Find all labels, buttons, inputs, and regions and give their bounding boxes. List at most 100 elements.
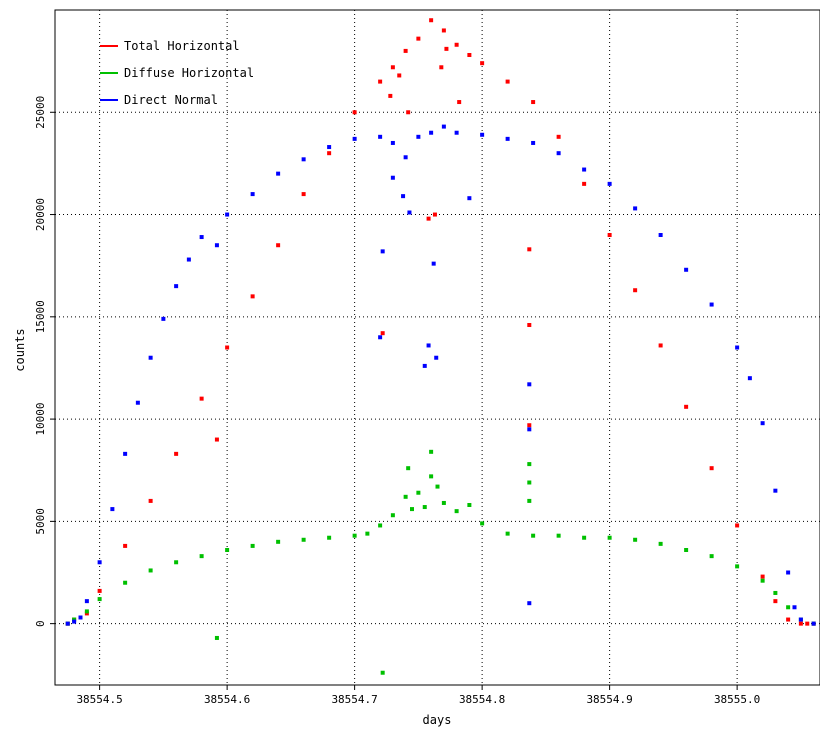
data-point bbox=[607, 535, 612, 540]
legend-label: Diffuse Horizontal bbox=[124, 66, 254, 80]
data-point bbox=[658, 233, 663, 237]
data-point bbox=[760, 421, 765, 426]
data-point bbox=[84, 611, 89, 616]
data-point bbox=[435, 484, 440, 489]
data-point bbox=[250, 543, 255, 548]
x-tick-label: 38554.6 bbox=[204, 693, 250, 706]
data-point bbox=[84, 609, 89, 614]
data-point bbox=[276, 171, 281, 176]
data-point bbox=[378, 523, 383, 528]
data-point bbox=[527, 423, 532, 428]
data-point bbox=[416, 36, 421, 41]
data-point bbox=[161, 316, 166, 321]
series-2 bbox=[65, 124, 816, 626]
data-point bbox=[556, 533, 561, 538]
data-point bbox=[365, 531, 370, 536]
y-tick-label: 15000 bbox=[34, 300, 47, 333]
data-point bbox=[390, 65, 395, 70]
data-point bbox=[798, 617, 803, 622]
data-point bbox=[429, 474, 434, 479]
data-point bbox=[480, 132, 485, 137]
data-point bbox=[527, 498, 532, 503]
data-point bbox=[97, 597, 102, 602]
data-point bbox=[684, 267, 689, 272]
data-point bbox=[225, 345, 230, 350]
data-point bbox=[786, 617, 791, 622]
data-point bbox=[301, 157, 306, 162]
data-point bbox=[123, 580, 128, 585]
legend: Total Horizontal Diffuse Horizontal Direct… bbox=[100, 39, 254, 107]
data-point bbox=[760, 574, 765, 579]
axes: 38554.5 38554.6 38554.7 38554.8 38554.9 38555… bbox=[34, 96, 760, 706]
data-point bbox=[773, 590, 778, 595]
data-point bbox=[388, 93, 393, 98]
data-point bbox=[467, 53, 472, 57]
data-point bbox=[439, 65, 444, 70]
data-point bbox=[97, 560, 102, 565]
x-axis-title: days bbox=[423, 713, 452, 727]
data-point bbox=[352, 110, 357, 115]
data-point bbox=[186, 257, 191, 262]
data-point bbox=[174, 284, 179, 289]
data-point bbox=[527, 462, 532, 467]
data-point bbox=[416, 490, 421, 495]
data-point bbox=[773, 488, 778, 493]
data-point bbox=[199, 554, 204, 559]
data-point bbox=[505, 136, 510, 141]
data-point bbox=[432, 212, 437, 217]
data-point bbox=[148, 568, 153, 573]
data-point bbox=[735, 523, 740, 528]
data-point bbox=[444, 46, 449, 51]
data-point bbox=[582, 535, 587, 540]
data-point bbox=[798, 621, 803, 626]
data-point bbox=[250, 192, 255, 197]
data-point bbox=[429, 18, 434, 23]
data-point bbox=[422, 505, 427, 510]
data-point bbox=[480, 521, 485, 526]
data-point bbox=[214, 243, 219, 248]
data-point bbox=[250, 294, 255, 299]
data-point bbox=[633, 288, 638, 293]
grid bbox=[55, 10, 820, 685]
data-point bbox=[426, 343, 431, 348]
data-point bbox=[301, 192, 306, 197]
data-point bbox=[527, 323, 532, 327]
data-point bbox=[792, 605, 797, 610]
data-point bbox=[401, 194, 406, 199]
y-tick-label: 25000 bbox=[34, 96, 47, 129]
data-point bbox=[123, 543, 128, 548]
data-point bbox=[527, 382, 532, 387]
data-point bbox=[390, 140, 395, 145]
data-point bbox=[276, 243, 281, 248]
data-point bbox=[709, 302, 714, 307]
data-point bbox=[426, 216, 431, 221]
data-point bbox=[441, 500, 446, 505]
data-point bbox=[97, 588, 102, 593]
data-point bbox=[454, 509, 459, 514]
data-point bbox=[480, 61, 485, 66]
data-point bbox=[327, 145, 332, 150]
data-point bbox=[431, 261, 436, 266]
data-point bbox=[380, 249, 385, 254]
data-point bbox=[406, 466, 411, 471]
data-point bbox=[78, 615, 83, 620]
data-point bbox=[403, 494, 408, 499]
data-point bbox=[747, 376, 752, 381]
data-point bbox=[410, 507, 414, 512]
data-point bbox=[72, 619, 77, 624]
data-point bbox=[390, 513, 395, 518]
data-point bbox=[735, 564, 740, 569]
data-point bbox=[301, 537, 306, 542]
data-point bbox=[607, 181, 612, 186]
legend-label: Direct Normal bbox=[124, 93, 218, 107]
legend-label: Total Horizontal bbox=[124, 39, 240, 53]
data-point bbox=[403, 48, 408, 53]
data-point bbox=[378, 79, 383, 84]
data-point bbox=[416, 134, 421, 139]
data-point bbox=[174, 451, 179, 456]
data-point bbox=[805, 621, 810, 626]
plot-area bbox=[54, 9, 820, 686]
data-point bbox=[811, 621, 816, 626]
data-point bbox=[457, 100, 462, 105]
